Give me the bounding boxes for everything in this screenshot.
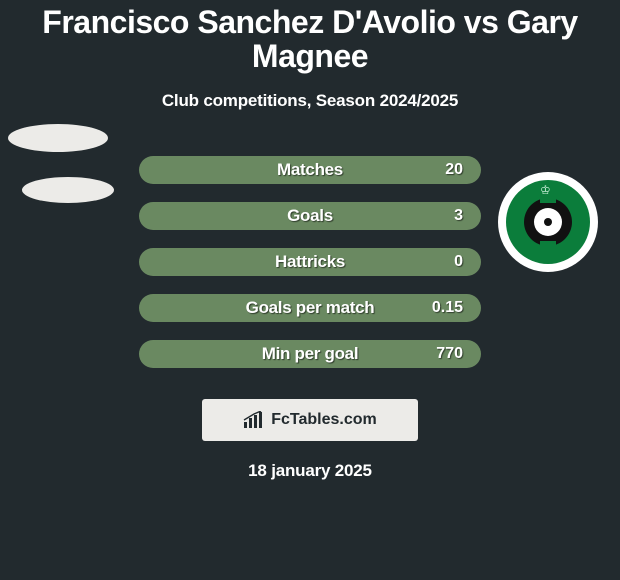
stat-value: 0 bbox=[454, 253, 463, 271]
stat-label: Goals bbox=[287, 206, 333, 226]
stat-bar: Matches 20 bbox=[139, 156, 481, 184]
stat-bar: Min per goal 770 bbox=[139, 340, 481, 368]
stat-value: 3 bbox=[454, 207, 463, 225]
bar-chart-icon bbox=[243, 411, 265, 429]
stat-label: Hattricks bbox=[275, 252, 345, 272]
crown-icon: ♔ bbox=[540, 183, 551, 197]
date-text: 18 january 2025 bbox=[0, 461, 620, 481]
stat-label: Goals per match bbox=[246, 298, 375, 318]
stat-bar: Goals 3 bbox=[139, 202, 481, 230]
stat-bar: Goals per match 0.15 bbox=[139, 294, 481, 322]
stat-value: 0.15 bbox=[432, 299, 463, 317]
subtitle: Club competitions, Season 2024/2025 bbox=[0, 91, 620, 111]
brand-box: FcTables.com bbox=[202, 399, 418, 441]
player2-crest-icon: ♔ bbox=[498, 172, 598, 272]
player1-disc bbox=[22, 177, 114, 203]
page-title: Francisco Sanchez D'Avolio vs Gary Magne… bbox=[0, 0, 620, 73]
player1-disc bbox=[8, 124, 108, 152]
stat-row-min-per-goal: Min per goal 770 bbox=[0, 331, 620, 377]
brand-text: FcTables.com bbox=[271, 411, 377, 429]
stat-value: 20 bbox=[445, 161, 463, 179]
page-root: Francisco Sanchez D'Avolio vs Gary Magne… bbox=[0, 0, 620, 580]
stat-label: Matches bbox=[277, 160, 343, 180]
stat-row-goals-per-match: Goals per match 0.15 bbox=[0, 285, 620, 331]
stat-label: Min per goal bbox=[262, 344, 359, 364]
stat-bar: Hattricks 0 bbox=[139, 248, 481, 276]
stat-value: 770 bbox=[436, 345, 463, 363]
